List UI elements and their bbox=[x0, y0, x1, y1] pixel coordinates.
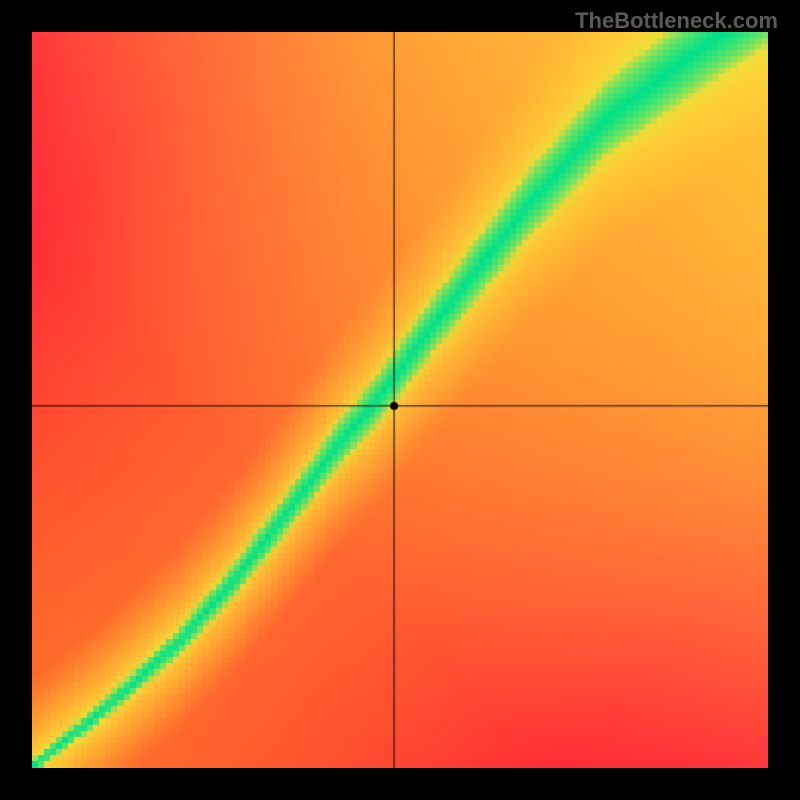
watermark-text: TheBottleneck.com bbox=[575, 8, 778, 34]
bottleneck-heatmap bbox=[32, 32, 768, 768]
chart-container: TheBottleneck.com bbox=[0, 0, 800, 800]
